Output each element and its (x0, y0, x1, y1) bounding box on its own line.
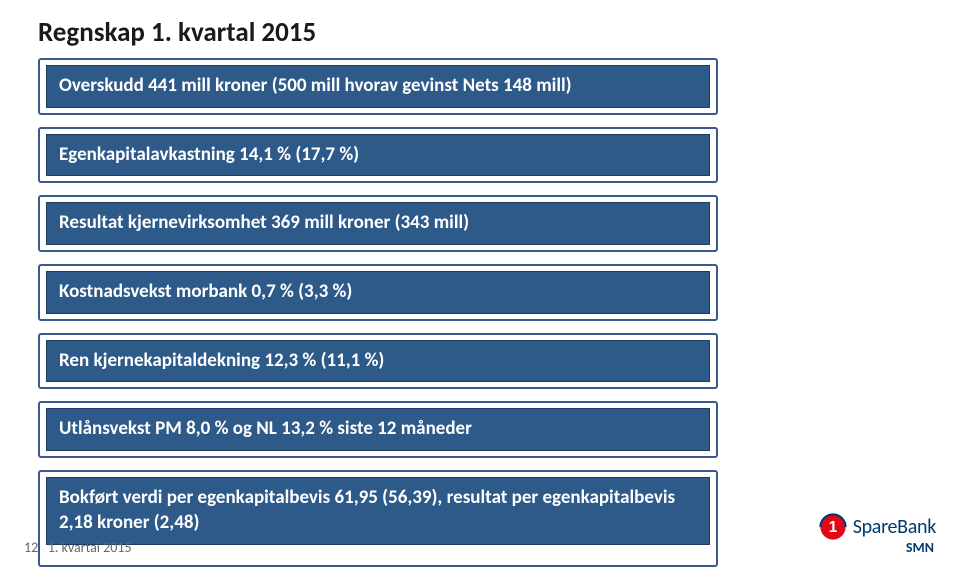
page-title: Regnskap 1. kvartal 2015 (38, 16, 316, 49)
footer-page-info: 12 1. kvartal 2015 (24, 539, 132, 556)
brand-logo-subtext: SMN (906, 539, 934, 556)
highlight-box-text: Ren kjernekapitaldekning 12,3 % (11,1 %) (46, 340, 710, 383)
highlight-box: Utlånsvekst PM 8,0 % og NL 13,2 % siste … (38, 401, 718, 458)
highlight-box-text: Bokført verdi per egenkapitalbevis 61,95… (46, 477, 710, 544)
page-label: 1. kvartal 2015 (48, 539, 132, 556)
page-number: 12 (24, 539, 38, 556)
highlight-box-text: Utlånsvekst PM 8,0 % og NL 13,2 % siste … (46, 408, 710, 451)
svg-text:1: 1 (828, 519, 837, 536)
highlight-box: Overskudd 441 mill kroner (500 mill hvor… (38, 58, 718, 115)
highlight-box: Egenkapitalavkastning 14,1 % (17,7 %) (38, 127, 718, 184)
highlight-box-list: Overskudd 441 mill kroner (500 mill hvor… (38, 58, 718, 567)
sparebank-mark-icon: 1 (819, 513, 847, 541)
highlight-box-text: Kostnadsvekst morbank 0,7 % (3,3 %) (46, 271, 710, 314)
brand-logo-text: SpareBank (853, 515, 936, 539)
brand-logo: 1 SpareBank SMN (819, 513, 936, 556)
highlight-box: Bokført verdi per egenkapitalbevis 61,95… (38, 470, 718, 566)
brand-logo-row: 1 SpareBank (819, 513, 936, 541)
highlight-box: Ren kjernekapitaldekning 12,3 % (11,1 %) (38, 333, 718, 390)
highlight-box: Resultat kjernevirksomhet 369 mill krone… (38, 195, 718, 252)
highlight-box-text: Egenkapitalavkastning 14,1 % (17,7 %) (46, 134, 710, 177)
highlight-box-text: Overskudd 441 mill kroner (500 mill hvor… (46, 65, 710, 108)
highlight-box-text: Resultat kjernevirksomhet 369 mill krone… (46, 202, 710, 245)
highlight-box: Kostnadsvekst morbank 0,7 % (3,3 %) (38, 264, 718, 321)
